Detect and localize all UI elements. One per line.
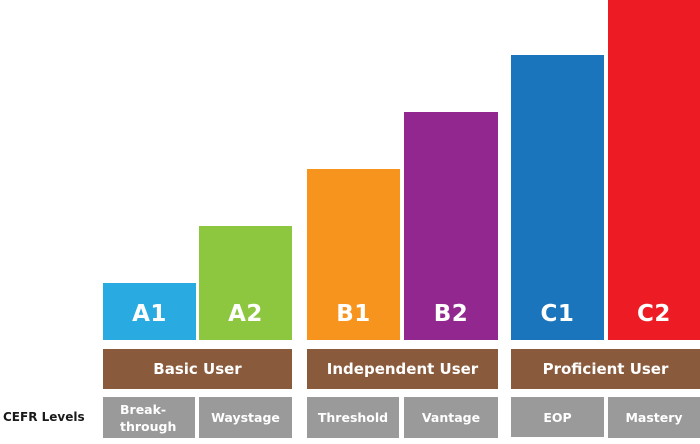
sublabel-text: EOP bbox=[543, 409, 572, 425]
sublabel-text: Threshold bbox=[317, 410, 389, 425]
sublabel-mastery: Mastery bbox=[608, 397, 700, 438]
level-code-a1: A1 bbox=[132, 301, 167, 327]
group-independent-user: Independent User bbox=[307, 349, 498, 389]
level-bar-b2: B2 bbox=[404, 112, 498, 340]
sublabel-text: Mastery bbox=[625, 410, 683, 425]
sublabel-eop: EOP bbox=[511, 397, 604, 437]
level-code-a2: A2 bbox=[228, 301, 263, 327]
sublabel-text: Vantage bbox=[421, 410, 481, 425]
sublabel-text: Break-through bbox=[120, 401, 176, 435]
level-code-c1: C1 bbox=[540, 301, 575, 327]
level-bar-a1: A1 bbox=[103, 283, 196, 340]
group-label: Basic User bbox=[153, 360, 242, 378]
cefr-levels-label: CEFR Levels bbox=[3, 410, 85, 424]
level-code-b2: B2 bbox=[433, 301, 469, 327]
level-bar-c2: C2 bbox=[608, 0, 700, 340]
sublabel-threshold: Threshold bbox=[307, 397, 399, 438]
sublabel-vantage: Vantage bbox=[404, 397, 498, 438]
level-bar-c1: C1 bbox=[511, 55, 604, 340]
level-code-b1: B1 bbox=[336, 301, 371, 327]
level-code-c2: C2 bbox=[637, 301, 671, 327]
group-label: Proficient User bbox=[542, 360, 669, 378]
sublabel-text: Waystage bbox=[211, 410, 280, 425]
sublabel-line1: Break- bbox=[120, 401, 167, 417]
sublabel-waystage: Waystage bbox=[199, 397, 292, 438]
level-bar-b1: B1 bbox=[307, 169, 400, 340]
level-bar-a2: A2 bbox=[199, 226, 292, 340]
group-basic-user: Basic User bbox=[103, 349, 292, 389]
group-label: Independent User bbox=[326, 360, 479, 378]
sublabel-breakthrough: Break-through bbox=[103, 397, 195, 438]
sublabel-line2: through bbox=[120, 418, 177, 434]
group-proficient-user: Proficient User bbox=[511, 349, 700, 389]
